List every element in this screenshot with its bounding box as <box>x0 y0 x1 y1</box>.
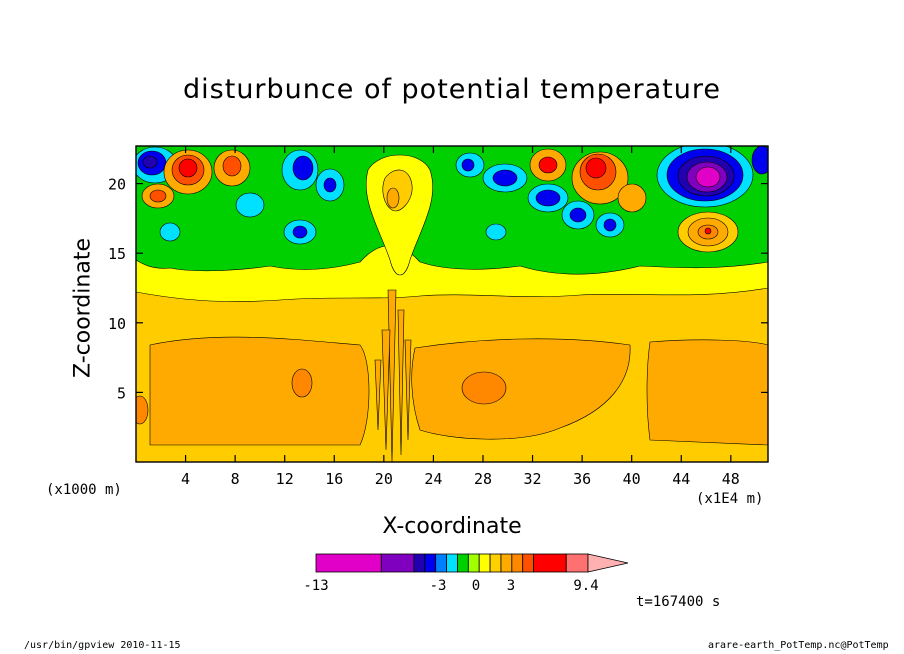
y-tick-label: 5 <box>117 384 126 402</box>
x-tick-label: 40 <box>623 470 641 488</box>
x-axis-label: X-coordinate <box>382 514 522 539</box>
x-unit-label: (x1000 m) <box>46 482 122 498</box>
y-tick-label: 10 <box>108 315 126 333</box>
x-tick-label: 24 <box>424 470 442 488</box>
x-tick-label: 8 <box>231 470 240 488</box>
footer-source: arare-earth_PotTemp.nc@PotTemp <box>708 640 889 651</box>
time-label: t=167400 s <box>636 594 721 610</box>
x-tick-label: 28 <box>474 470 492 488</box>
colorbar-swatch <box>522 553 534 573</box>
colorbar-swatch <box>424 553 437 573</box>
colorbar: -13 -3 0 3 9.4 <box>303 553 629 594</box>
colorbar-swatch <box>489 553 502 573</box>
x-tick-label: 4 <box>181 470 190 488</box>
colorbar-swatch <box>533 553 567 573</box>
x-tick-label: 36 <box>573 470 591 488</box>
y-tick-label: 20 <box>108 176 126 194</box>
colorbar-label: 9.4 <box>573 578 598 594</box>
x-tick-label: 48 <box>722 470 740 488</box>
colorbar-swatch <box>457 553 469 573</box>
x-tick-label: 32 <box>524 470 542 488</box>
colorbar-arrow <box>587 553 629 573</box>
colorbar-swatch <box>478 553 491 573</box>
colorbar-swatch <box>315 553 382 573</box>
colorbar-swatch <box>565 553 589 573</box>
y-tick-label: 15 <box>108 245 126 263</box>
colorbar-swatch <box>500 553 513 573</box>
colorbar-swatch <box>511 553 524 573</box>
colorbar-swatch <box>435 553 447 573</box>
y-unit-label: (x1E4 m) <box>696 491 764 507</box>
colorbar-swatch <box>446 553 458 573</box>
colorbar-label: -13 <box>303 578 328 594</box>
colorbar-swatch <box>467 553 480 573</box>
colorbar-swatch <box>380 553 415 573</box>
colorbar-swatch <box>413 553 426 573</box>
chart-title: disturbunce of potential temperature <box>183 74 721 105</box>
footer-program: /usr/bin/gpview 2010-11-15 <box>24 640 181 651</box>
colorbar-label: 0 <box>472 578 480 594</box>
x-tick-label: 20 <box>375 470 393 488</box>
colorbar-label: -3 <box>430 578 447 594</box>
y-axis-label: Z-coordinate <box>70 238 96 378</box>
x-tick-label: 44 <box>672 470 690 488</box>
plot-frame <box>135 145 769 463</box>
x-tick-label: 12 <box>276 470 294 488</box>
x-tick-label: 16 <box>325 470 343 488</box>
colorbar-label: 3 <box>507 578 515 594</box>
contour-field <box>136 146 768 462</box>
